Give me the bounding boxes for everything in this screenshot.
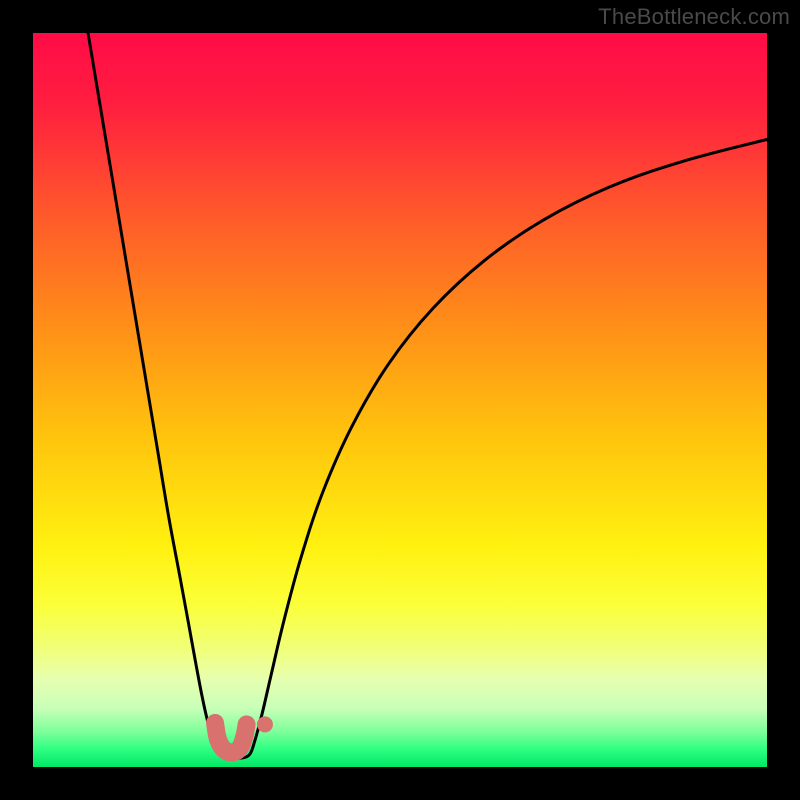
- trough-markers: [215, 716, 273, 752]
- watermark-text: TheBottleneck.com: [598, 4, 790, 30]
- plot-area: [33, 33, 767, 767]
- bottleneck-curve: [88, 33, 767, 759]
- curve-layer: [33, 33, 767, 767]
- trough-highlight: [215, 723, 247, 752]
- trough-dot: [257, 716, 273, 732]
